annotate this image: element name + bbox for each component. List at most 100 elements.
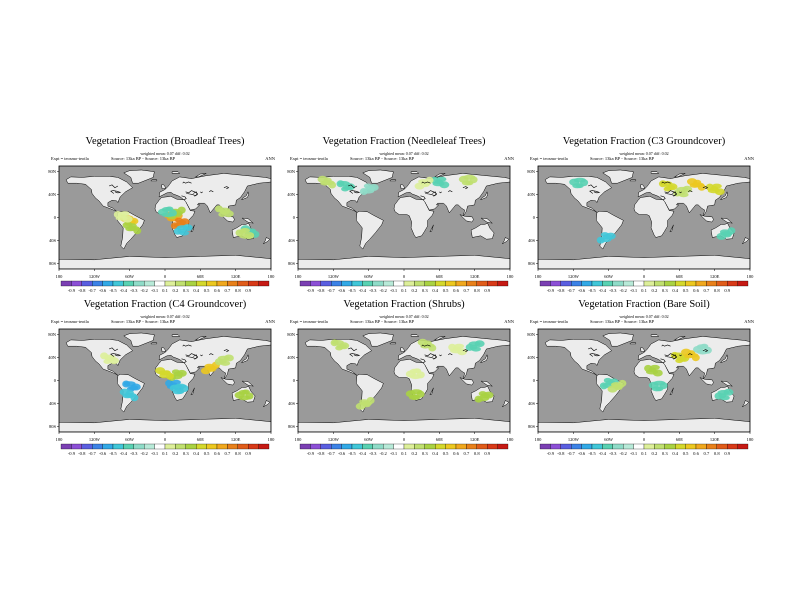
landmass-north-america [65, 339, 134, 377]
landmass-africa [393, 359, 435, 401]
landmass-iceland [150, 179, 158, 182]
colorbar-label: 0.9 [724, 451, 730, 456]
colorbar-swatch [248, 443, 259, 450]
coast-detail-line [108, 184, 119, 189]
colorbar-label: -0.2 [620, 451, 628, 456]
landmass-indonesia [220, 377, 235, 386]
anomaly-patch [100, 352, 119, 365]
panel-season: ANN [265, 156, 275, 161]
landmass-north-america [304, 339, 373, 377]
anomaly-patch [355, 397, 375, 410]
landmass-novaya-zemlya [433, 173, 446, 178]
panel-title: Vegetation Fraction (C4 Groundcover) [83, 299, 247, 310]
colorbar-swatch [654, 280, 665, 287]
landmass-greenland [362, 169, 394, 184]
colorbar-label: 0.8 [714, 288, 720, 293]
landmass-new-zealand [742, 237, 750, 245]
landmass-north-america [544, 339, 613, 377]
coast-detail-line [660, 358, 666, 364]
lon-tick-label: 120W [89, 437, 101, 442]
colorbar-label: -0.4 [599, 451, 607, 456]
landmass-australia [470, 222, 495, 240]
coast-detail-line [424, 353, 437, 360]
colorbar-swatch [133, 280, 145, 287]
colorbar-label: -0.9 [307, 288, 315, 293]
lat-tick-label: 40N [527, 192, 536, 197]
landmass-novaya-zemlya [194, 173, 207, 178]
colorbar-swatch [623, 280, 634, 287]
lon-tick-label: 60W [125, 437, 134, 442]
coast-detail-line [587, 347, 598, 352]
coast-detail-line [181, 195, 187, 201]
anomaly-patch [122, 221, 142, 235]
lon-tick-label: 120E [470, 437, 480, 442]
colorbar-label: 0.5 [204, 288, 210, 293]
map-panel-needleleaf-trees: Vegetation Fraction (Needleleaf Trees) w… [284, 136, 524, 311]
panel-season: ANN [504, 156, 514, 161]
coast-detail-line [589, 190, 601, 194]
colorbar-swatch [154, 280, 166, 287]
colorbar-swatch [695, 443, 707, 450]
panel-season: ANN [504, 319, 514, 324]
landmass-iceland [150, 342, 158, 345]
landmass-svalbard [171, 334, 181, 337]
colorbar-swatch [445, 443, 457, 450]
colorbar-label: -0.6 [578, 288, 586, 293]
lon-tick-label: 60E [436, 274, 444, 279]
lon-tick-label: 180 [56, 437, 64, 442]
colorbar-label: -0.6 [99, 288, 107, 293]
landmass-new-guinea [480, 217, 494, 224]
colorbar-swatch [81, 280, 93, 287]
coast-detail-line [209, 353, 214, 356]
colorbar-swatch [175, 280, 186, 287]
colorbar-label: -0.7 [89, 451, 97, 456]
lat-tick-label: 40N [48, 192, 57, 197]
colorbar-label: -0.3 [609, 451, 617, 456]
lon-tick-label: 0 [643, 437, 646, 442]
colorbar-swatch [727, 280, 738, 287]
colorbar-swatch [71, 443, 82, 450]
colorbar-swatch [737, 443, 749, 450]
lon-tick-label: 0 [403, 274, 406, 279]
colorbar-swatch [196, 443, 207, 450]
lon-tick-label: 180 [56, 274, 64, 279]
coast-detail-line [108, 347, 119, 352]
colorbar-swatch [112, 443, 124, 450]
world-map: 180 120W 60W 0 60E 120E 180 80N 40N 0 40S 80S [527, 328, 754, 442]
panel-weights: weighted mean: 0.07 diff: 0.02 [619, 151, 669, 156]
colorbar-swatch [633, 280, 645, 287]
colorbar-swatch [144, 280, 155, 287]
colorbar-label: 0.5 [683, 288, 689, 293]
colorbar: -0.9 -0.8 -0.7 -0.6 -0.5 -0.4 -0.3 -0.2 -0.1 0.1 0… [299, 443, 509, 456]
colorbar-label: -0.8 [78, 451, 86, 456]
lat-tick-label: 40S [288, 238, 296, 243]
landmass-iceland [389, 342, 397, 345]
colorbar-label: -0.7 [328, 288, 336, 293]
colorbar-swatch [539, 443, 551, 450]
lat-tick-label: 0 [533, 378, 536, 383]
panel-sources: Source: 13ka BP - Source: 13ka BP [350, 156, 415, 161]
anomaly-patch [681, 348, 700, 362]
map-panel-bare-soil: Vegetation Fraction (Bare Soil) weighted… [524, 299, 764, 474]
coast-detail-line [349, 190, 361, 194]
colorbar-label: 0.1 [162, 451, 168, 456]
anomaly-patch [705, 183, 725, 196]
lat-tick-label: 80S [49, 261, 57, 266]
landmass-japan [719, 353, 728, 364]
colorbar-label: -0.2 [380, 451, 388, 456]
panel-weights: weighted mean: 0.07 diff: 0.02 [379, 151, 429, 156]
colorbar-label: 0.1 [162, 288, 168, 293]
colorbar-swatch [550, 443, 561, 450]
coast-detail-line [420, 195, 426, 201]
coast-detail-line [432, 354, 437, 360]
colorbar-label: -0.3 [130, 288, 138, 293]
landmass-africa [633, 196, 675, 238]
colorbar-swatch [403, 280, 415, 287]
colorbar-swatch [685, 443, 697, 450]
coast-detail-line [185, 353, 198, 360]
colorbar-swatch [320, 443, 332, 450]
colorbar-label: 0.4 [672, 288, 678, 293]
colorbar-label: -0.1 [630, 451, 638, 456]
landmass-new-guinea [720, 217, 734, 224]
coast-detail-line [193, 191, 198, 197]
